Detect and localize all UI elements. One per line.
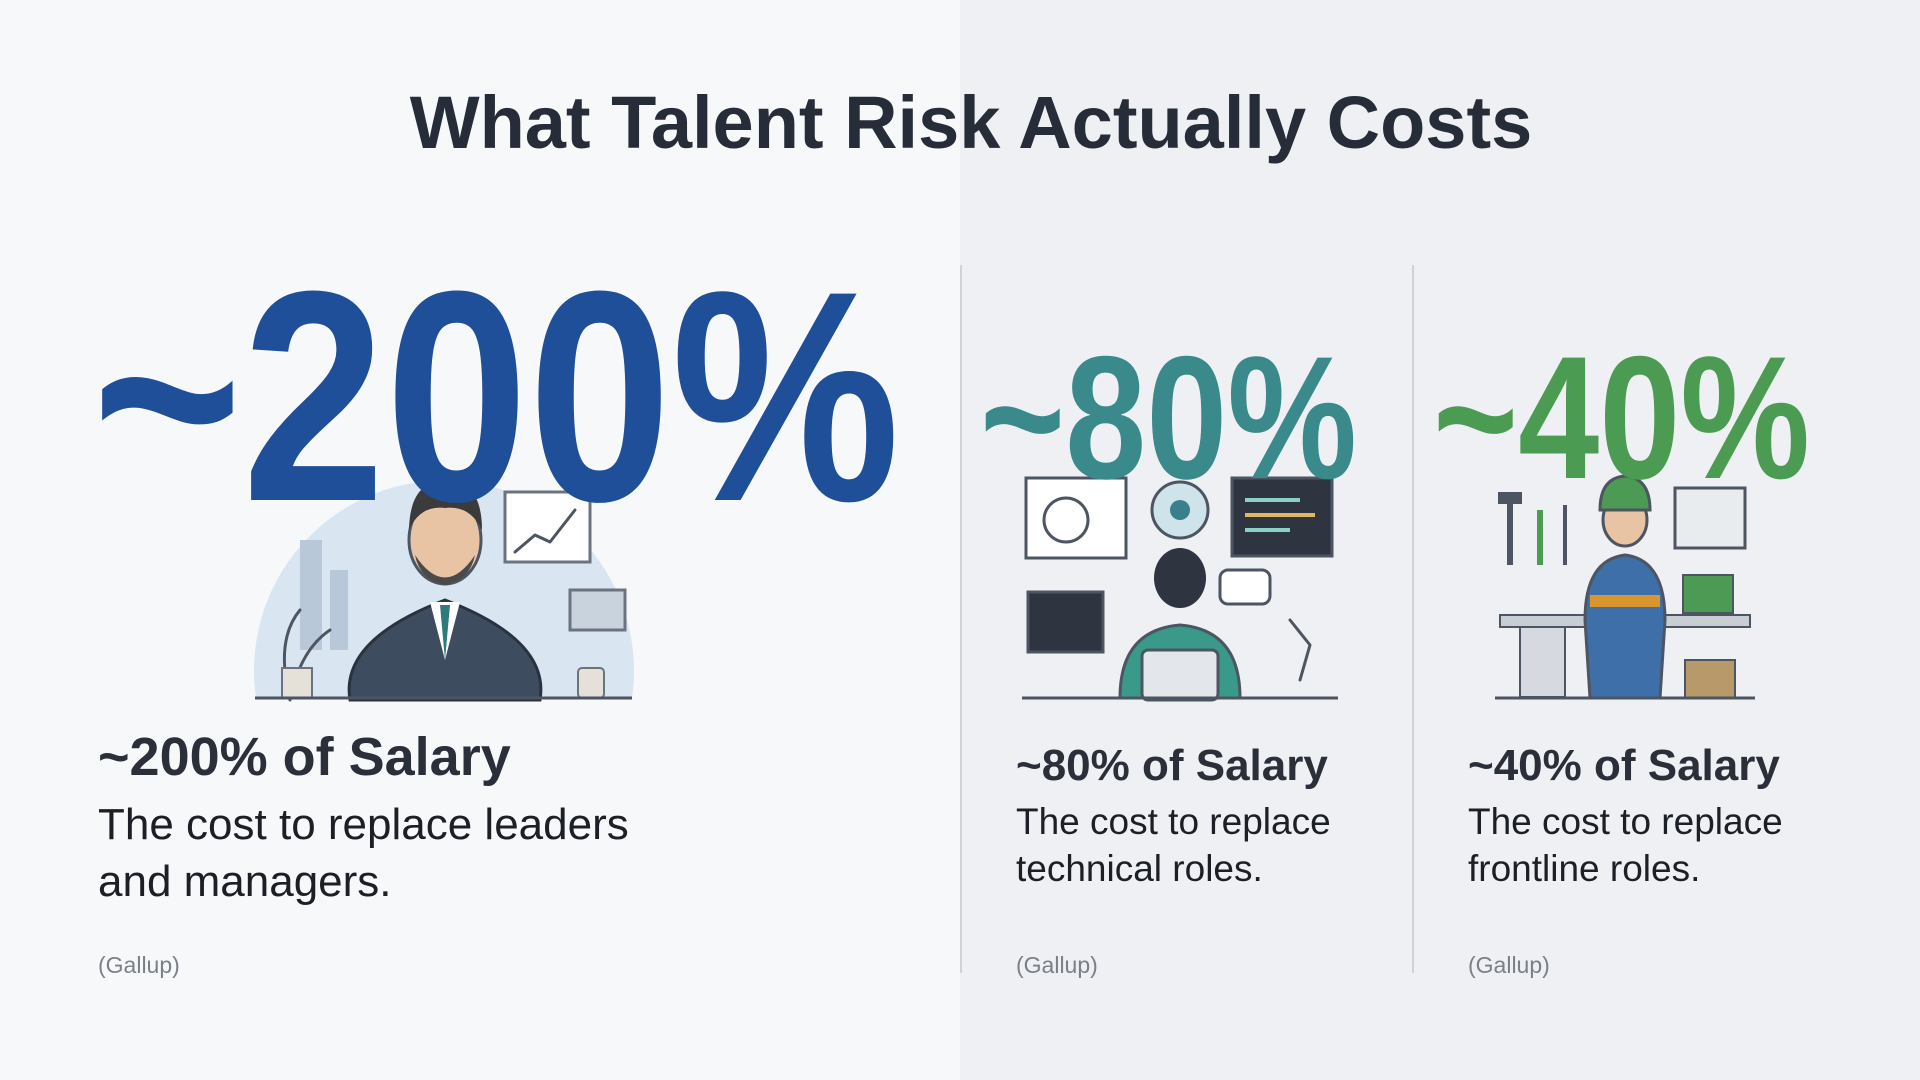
heading: ~40% of Salary xyxy=(1468,741,1780,790)
leader-illustration-part xyxy=(415,555,475,585)
title: What Talent Risk Actually Costs xyxy=(410,81,1533,164)
frontline-illustration-part xyxy=(1684,659,1736,699)
technical-illustration-part xyxy=(1170,500,1190,520)
description: frontline roles. xyxy=(1468,848,1700,889)
stat: ~200% xyxy=(92,228,900,564)
frontline-illustration-part xyxy=(1583,553,1667,700)
leader-illustration-part xyxy=(577,667,605,699)
leader-illustration-part xyxy=(330,570,348,650)
frontline-illustration-part xyxy=(1498,492,1522,504)
source: (Gallup) xyxy=(1468,952,1550,978)
stat: ~40% xyxy=(1433,321,1810,516)
description: The cost to replace leaders xyxy=(98,800,629,849)
technical-illustration xyxy=(1022,476,1338,702)
heading: ~80% of Salary xyxy=(1016,741,1328,790)
leader-illustration-part xyxy=(300,540,322,650)
source: (Gallup) xyxy=(98,952,180,978)
description: The cost to replace xyxy=(1468,801,1783,842)
source: (Gallup) xyxy=(1016,952,1098,978)
leader-illustration-part xyxy=(513,508,577,554)
frontline-illustration-part xyxy=(1682,574,1734,614)
leader-illustration-part xyxy=(281,667,313,699)
description: The cost to replace xyxy=(1016,801,1331,842)
frontline-illustration-part xyxy=(1519,626,1566,698)
stat: ~80% xyxy=(980,321,1357,516)
leader-illustration-part xyxy=(440,605,450,660)
technical-illustration-part xyxy=(1154,548,1206,608)
leader-illustration-part xyxy=(568,588,627,632)
technical-illustration-part xyxy=(1026,590,1105,654)
frontline-illustration xyxy=(1495,474,1755,700)
description: and managers. xyxy=(98,857,392,906)
leader-illustration-part xyxy=(409,481,482,530)
technical-illustration-part xyxy=(1218,568,1272,606)
frontline-illustration-part xyxy=(1598,474,1652,512)
heading: ~200% of Salary xyxy=(98,727,511,787)
frontline-illustration-part xyxy=(1673,486,1747,550)
description: technical roles. xyxy=(1016,848,1263,889)
technical-illustration-part xyxy=(1042,496,1090,544)
technical-illustration-part xyxy=(1140,648,1220,702)
leader-illustration xyxy=(254,480,634,702)
frontline-illustration-part xyxy=(1590,595,1660,607)
